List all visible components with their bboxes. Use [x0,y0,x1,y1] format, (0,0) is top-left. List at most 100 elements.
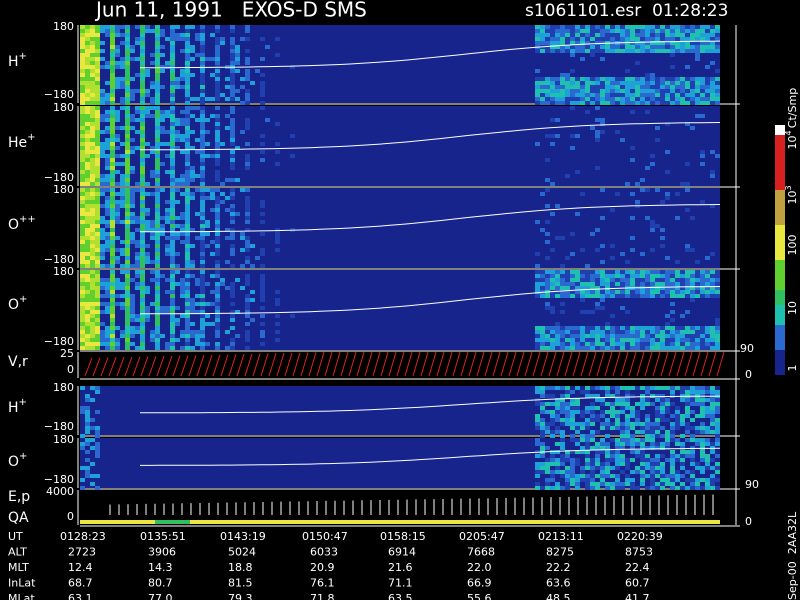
spectrogram-cell [710,422,715,426]
spectrogram-cell [575,326,580,330]
spectrogram-cell [625,414,630,418]
spectrogram-cell [200,228,205,232]
spectrogram-cell [575,430,580,434]
spectrogram-cell [185,286,190,290]
spectrogram-cell [170,178,175,182]
spectrogram-cell [585,406,590,410]
spectrogram-cell [605,286,610,290]
spectrogram-cell [170,57,175,61]
spectrogram-cell [85,310,90,314]
spectrogram-cell [115,182,120,186]
spectrogram-cell [570,69,575,73]
spectrogram-cell [165,278,170,282]
spectrogram-cell [95,216,100,220]
spectrogram-cell [245,188,250,192]
spectrogram-cell [185,192,190,196]
spectrogram-cell [100,118,105,122]
spectrogram-cell [660,470,665,474]
spectrogram-cell [175,178,180,182]
spectrogram-cell [80,150,85,154]
spectrogram-cell [705,346,710,350]
spectrogram-cell [125,166,130,170]
spectrogram-cell [135,326,140,330]
spectrogram-cell [85,282,90,286]
spectrogram-cell [705,390,710,394]
spectrogram-cell [655,326,660,330]
spectrogram-cell [205,154,210,158]
spectrogram-cell [90,426,95,430]
spectrogram-cell [220,37,225,41]
spectrogram-cell [650,41,655,45]
spectrogram-cell [170,118,175,122]
spectrogram-cell [605,486,610,490]
spectrogram-cell [150,53,155,57]
spectrogram-cell [215,224,220,228]
spectrogram-cell [85,338,90,342]
spectrogram-cell [560,45,565,49]
spectrogram-cell [230,77,235,81]
spectrogram-cell [575,386,580,390]
spectrogram-cell [240,232,245,236]
spectrogram-cell [610,208,615,212]
spectrogram-cell [185,322,190,326]
spectrogram-cell [690,478,695,482]
spectrogram-cell [590,486,595,490]
spectrogram-cell [550,49,555,53]
spectrogram-cell [220,142,225,146]
spectrogram-cell [125,192,130,196]
spectrogram-cell [115,154,120,158]
spectrogram-cell [200,29,205,33]
spectrogram-cell [625,342,630,346]
spectrogram-cell [185,294,190,298]
spectrogram-cell [655,286,660,290]
spectrogram-cell [115,220,120,224]
spectrogram-cell [545,134,550,138]
spectrogram-cell [685,478,690,482]
spectrogram-cell [130,240,135,244]
spectrogram-cell [235,178,240,182]
spectrogram-cell [600,422,605,426]
spectrogram-cell [590,418,595,422]
spectrogram-cell [640,278,645,282]
spectrogram-cell [110,334,115,338]
spectrogram-cell [575,338,580,342]
spectrogram-cell [575,97,580,101]
spectrogram-cell [695,270,700,274]
spectrogram-cell [710,294,715,298]
spectrogram-cell [145,224,150,228]
spectrogram-cell [615,89,620,93]
spectrogram-cell [605,81,610,85]
spectrogram-cell [660,97,665,101]
spectrogram-cell [555,426,560,430]
spectrogram-cell [595,101,600,105]
spectrogram-cell [85,236,90,240]
spectrogram-cell [710,406,715,410]
spectrogram-cell [180,122,185,126]
spectrogram-cell [100,97,105,101]
spectrogram-cell [235,89,240,93]
spectrogram-cell [635,386,640,390]
spectrogram-cell [570,282,575,286]
spectrogram-cell [160,118,165,122]
spectrogram-cell [695,93,700,97]
spectrogram-cell [565,89,570,93]
spectrogram-cell [80,61,85,65]
spectrogram-cell [135,330,140,334]
spectrogram-cell [635,89,640,93]
spectrogram-cell [130,264,135,268]
spectrogram-cell [540,25,545,29]
spectrogram-cell [100,286,105,290]
spectrogram-cell [110,130,115,134]
spectrogram-cell [555,486,560,490]
spectrogram-cell [115,61,120,65]
spectrogram-cell [665,330,670,334]
spectrogram-cell [660,442,665,446]
spectrogram-cell [600,188,605,192]
spectrogram-cell [230,57,235,61]
spectrogram-cell [580,37,585,41]
spectrogram-cell [650,282,655,286]
spectrogram-cell [605,410,610,414]
spectrogram-cell [180,278,185,282]
spectrogram-cell [645,458,650,462]
footer-value: 22.0 [467,561,492,574]
